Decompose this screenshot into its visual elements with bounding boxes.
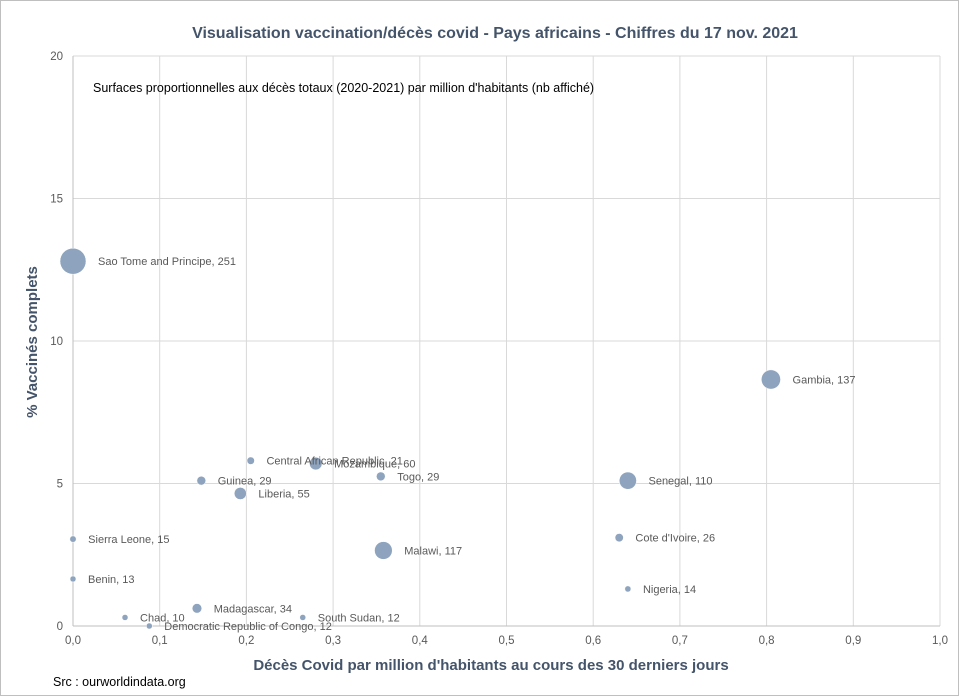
x-tick-label: 1,0 (932, 635, 948, 647)
point-label: Liberia, 55 (258, 488, 309, 500)
x-tick-label: 0,8 (759, 635, 775, 647)
bubble (69, 535, 77, 543)
bubble (69, 575, 77, 583)
point-label: Gambia, 137 (793, 374, 856, 386)
point-label: Madagascar, 34 (214, 603, 292, 615)
x-tick-label: 0,3 (325, 635, 341, 647)
point-label: Democratic Republic of Congo, 12 (164, 621, 332, 633)
bubble (624, 585, 632, 593)
point-label: Togo, 29 (397, 471, 439, 483)
chart-subtitle: Surfaces proportionnelles aux décès tota… (93, 81, 594, 95)
y-tick-label: 15 (50, 194, 63, 206)
y-axis-title: % Vaccinés complets (24, 266, 41, 418)
point-label: Senegal, 110 (648, 476, 712, 488)
bubble (299, 614, 307, 621)
point-label: Sierra Leone, 15 (88, 534, 169, 546)
point-label: Mozambique, 60 (334, 459, 415, 471)
x-tick-label: 0,4 (412, 635, 429, 647)
plot-grid (73, 55, 941, 626)
x-tick-label: 0,2 (238, 635, 254, 647)
bubble (191, 603, 203, 614)
point-label: Chad, 10 (140, 612, 185, 624)
bubble (309, 456, 323, 471)
point-label: Central African Republic, 21 (266, 456, 402, 468)
bubble (614, 533, 624, 543)
point-label: Benin, 13 (88, 574, 134, 586)
y-tick-label: 10 (50, 336, 63, 348)
point-label: Malawi, 117 (404, 545, 462, 557)
bubble (246, 456, 255, 465)
y-tick-label: 20 (50, 51, 63, 63)
point-labels: Sao Tome and Principe, 251 Gambia, 137 Cen… (88, 256, 856, 633)
x-tick-label: 0,0 (65, 635, 81, 647)
bubble (146, 622, 153, 630)
x-tick-label: 0,1 (152, 635, 168, 647)
bubble (121, 614, 129, 621)
y-tick-label: 5 (57, 479, 63, 491)
x-tick-label: 0,6 (585, 635, 601, 647)
bubble (374, 541, 393, 560)
point-label: Nigeria, 14 (643, 584, 696, 596)
x-tick-label: 0,9 (845, 635, 861, 647)
source-note: Src : ourworldindata.org (53, 675, 186, 689)
point-label: Cote d'Ivoire, 26 (635, 533, 715, 545)
x-tick-label: 0,5 (499, 635, 515, 647)
bubble (376, 471, 386, 482)
y-tick-label: 0 (57, 621, 63, 633)
bubble (196, 475, 206, 486)
point-label: South Sudan, 12 (318, 612, 400, 624)
point-label: Sao Tome and Principe, 251 (98, 256, 236, 268)
tick-labels: 0,0 0,1 0,2 0,3 0,4 0,5 0,6 0,7 0,8 0,9 1,0 0 5 10 15 2… (50, 51, 948, 647)
x-tick-label: 0,7 (672, 635, 688, 647)
plot-axes (72, 56, 940, 627)
x-axis-title: Décès Covid par million d'habitants au c… (253, 657, 728, 674)
point-label: Guinea, 29 (218, 476, 272, 488)
bubble (619, 471, 637, 490)
chart-title: Visualisation vaccination/décès covid - … (192, 25, 798, 42)
bubble (59, 247, 87, 275)
bubble (761, 369, 781, 390)
bubbles (59, 247, 781, 630)
bubble (233, 487, 247, 500)
